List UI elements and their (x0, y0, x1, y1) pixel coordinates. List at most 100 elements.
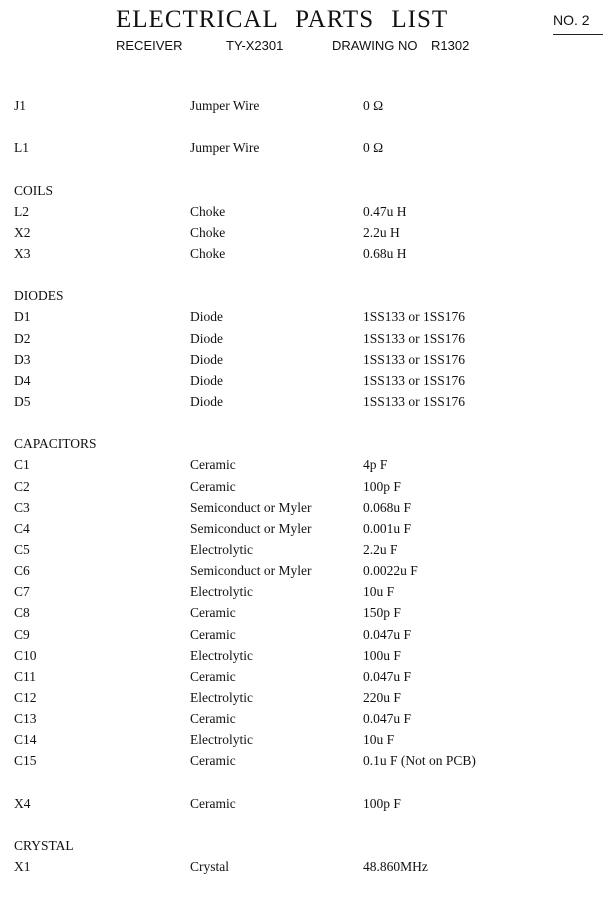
part-type: Electrolytic (190, 689, 253, 705)
drawing-number: R1302 (431, 38, 470, 53)
part-reference: D2 (14, 330, 31, 346)
part-type: Semiconduct or Myler (190, 520, 312, 536)
spacer (0, 264, 614, 285)
part-value: 0.68u H (363, 245, 407, 261)
part-reference: C12 (14, 689, 37, 705)
part-reference: X2 (14, 224, 31, 240)
part-value: 100p F (363, 795, 401, 811)
spacer (0, 772, 614, 793)
part-reference: C1 (14, 457, 30, 473)
part-type: Electrolytic (190, 541, 253, 557)
part-type: Choke (190, 245, 226, 261)
part-value: 10u F (363, 584, 395, 600)
part-type: Diode (190, 330, 223, 346)
part-type: Diode (190, 372, 223, 388)
part-type: Ceramic (190, 626, 236, 642)
part-type: Semiconduct or Myler (190, 563, 312, 579)
part-reference: C11 (14, 668, 37, 684)
part-reference: X1 (14, 859, 31, 875)
part-reference: C4 (14, 520, 30, 536)
part-row: C10 Electrolytic 100u F (0, 645, 614, 666)
part-value: 1SS133 or 1SS176 (363, 372, 466, 388)
part-row: C12 Electrolytic 220u F (0, 687, 614, 708)
section-heading-text: DIODES (14, 288, 64, 304)
part-row: X3 Choke 0.68u H (0, 243, 614, 264)
part-value: 0.047u F (363, 668, 412, 684)
part-row: X2 Choke 2.2u H (0, 222, 614, 243)
part-reference: D4 (14, 372, 31, 388)
part-type: Electrolytic (190, 647, 253, 663)
part-reference: J1 (14, 98, 27, 113)
part-reference: X3 (14, 245, 31, 261)
part-reference: C2 (14, 478, 30, 494)
section-heading-text: CAPACITORS (14, 436, 97, 452)
part-value: 1SS133 or 1SS176 (363, 393, 466, 409)
part-reference: C6 (14, 563, 30, 579)
part-type: Ceramic (190, 711, 236, 727)
part-value: 0.47u H (363, 203, 407, 219)
part-value: 2.2u F (363, 541, 398, 557)
section-heading: CAPACITORS (0, 433, 614, 454)
part-row: C15 Ceramic 0.1u F (Not on PCB) (0, 750, 614, 771)
part-type: Electrolytic (190, 732, 253, 748)
spacer (0, 158, 614, 179)
part-row: L1 Jumper Wire 0 Ω (0, 137, 614, 158)
part-row: C1 Ceramic 4p F (0, 454, 614, 475)
part-row: D1 Diode 1SS133 or 1SS176 (0, 306, 614, 327)
part-row: X1 Crystal 48.860MHz (0, 856, 614, 877)
part-value: 0 Ω (363, 140, 384, 156)
part-value: 1SS133 or 1SS176 (363, 330, 466, 346)
spacer (0, 116, 614, 137)
part-reference: X4 (14, 795, 31, 811)
part-row: C6 Semiconduct or Myler 0.0022u F (0, 560, 614, 581)
section-heading: COILS (0, 180, 614, 201)
part-reference: C7 (14, 584, 30, 600)
part-row: C7 Electrolytic 10u F (0, 581, 614, 602)
part-reference: D3 (14, 351, 31, 367)
part-value: 0.001u F (363, 520, 412, 536)
part-row: L2 Choke 0.47u H (0, 201, 614, 222)
section-heading-text: CRYSTAL (14, 837, 74, 853)
part-row: D5 Diode 1SS133 or 1SS176 (0, 391, 614, 412)
part-value: 0.047u F (363, 711, 412, 727)
part-row: C2 Ceramic 100p F (0, 476, 614, 497)
part-type: Diode (190, 351, 223, 367)
part-row: D4 Diode 1SS133 or 1SS176 (0, 370, 614, 391)
part-type: Jumper Wire (190, 98, 260, 113)
spacer (0, 412, 614, 433)
part-type: Choke (190, 203, 226, 219)
part-reference: C15 (14, 753, 37, 769)
part-value: 0 Ω (363, 98, 384, 113)
part-row: C9 Ceramic 0.047u F (0, 624, 614, 645)
part-type: Choke (190, 224, 226, 240)
part-type: Ceramic (190, 795, 236, 811)
product-name: RECEIVER (116, 38, 183, 53)
part-row: C5 Electrolytic 2.2u F (0, 539, 614, 560)
part-type: Crystal (190, 859, 229, 875)
page-number: NO. 2 (553, 12, 603, 35)
part-row: C13 Ceramic 0.047u F (0, 708, 614, 729)
part-type: Ceramic (190, 605, 236, 621)
part-value: 1SS133 or 1SS176 (363, 351, 466, 367)
document-title: ELECTRICAL PARTS LIST (116, 6, 449, 33)
part-value: 1SS133 or 1SS176 (363, 309, 466, 325)
part-type: Ceramic (190, 668, 236, 684)
part-row: C3 Semiconduct or Myler 0.068u F (0, 497, 614, 518)
part-type: Diode (190, 393, 223, 409)
part-value: 4p F (363, 457, 388, 473)
part-type: Ceramic (190, 457, 236, 473)
model-number: TY-X2301 (226, 38, 284, 53)
drawing-label: DRAWING NO (332, 38, 418, 53)
part-row: D2 Diode 1SS133 or 1SS176 (0, 328, 614, 349)
part-value: 150p F (363, 605, 401, 621)
parts-list: J1 Jumper Wire 0 Ω L1 Jumper Wire 0 Ω COILS L2 C… (0, 95, 614, 877)
part-reference: C10 (14, 647, 37, 663)
part-type: Semiconduct or Myler (190, 499, 312, 515)
part-value: 10u F (363, 732, 395, 748)
part-value: 0.1u F (Not on PCB) (363, 753, 476, 769)
part-row: C11 Ceramic 0.047u F (0, 666, 614, 687)
part-row: J1 Jumper Wire 0 Ω (0, 95, 614, 116)
part-value: 100u F (363, 647, 401, 663)
section-heading: DIODES (0, 285, 614, 306)
part-value: 2.2u H (363, 224, 400, 240)
